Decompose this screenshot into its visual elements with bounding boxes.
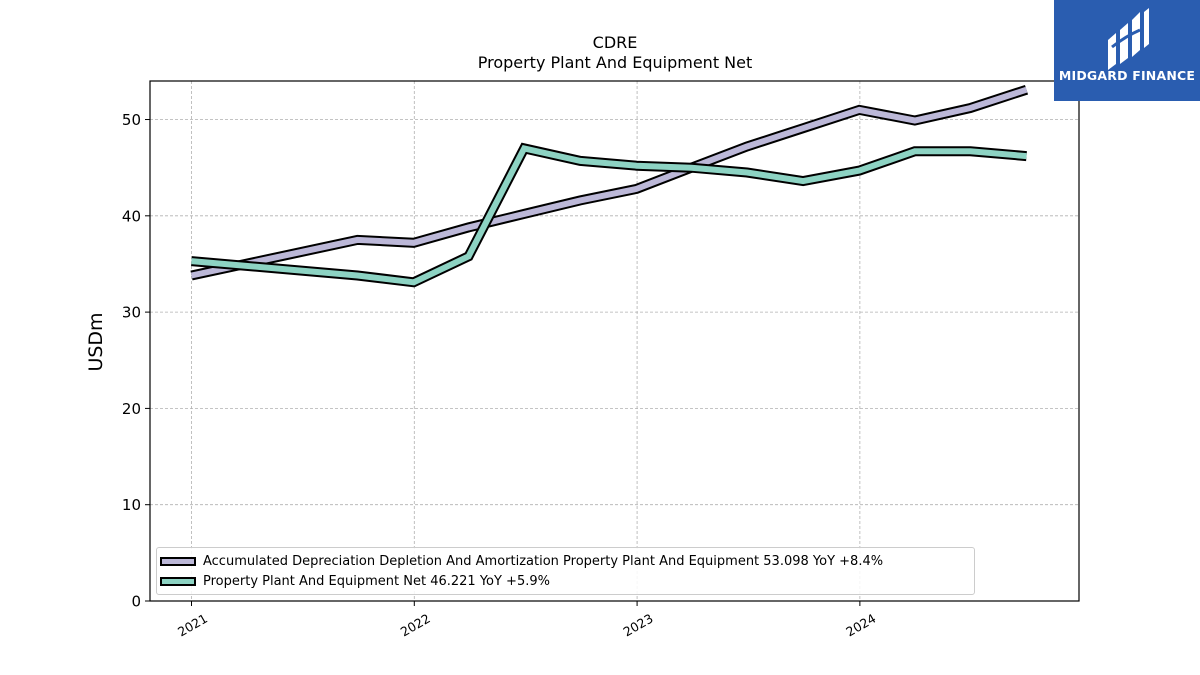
x-tick-label: 2022 xyxy=(398,611,433,640)
x-tick-label: 2023 xyxy=(621,611,656,640)
chart-subtitle: Property Plant And Equipment Net xyxy=(477,53,753,72)
y-tick-label: 50 xyxy=(122,111,141,129)
legend-swatch-ppe-net xyxy=(160,576,196,586)
x-tick-label: 2021 xyxy=(175,611,210,640)
series-outline xyxy=(191,142,1027,288)
y-tick-label: 40 xyxy=(122,207,141,225)
plot-frame xyxy=(149,80,1080,602)
series-0 xyxy=(190,84,1029,281)
legend-swatch-accumulated-depreciation xyxy=(160,556,196,566)
legend-label-ppe-net: Property Plant And Equipment Net 46.221 … xyxy=(203,573,550,589)
series-line xyxy=(190,86,1028,279)
chart-title: CDRE xyxy=(592,33,638,52)
legend-label-accumulated-depreciation: Accumulated Depreciation Depletion And A… xyxy=(203,553,884,569)
legend-item-ppe-net: Property Plant And Equipment Net 46.221 … xyxy=(157,571,550,591)
midgard-finance-logo: MIDGARD FINANCE xyxy=(1054,0,1200,101)
y-tick-label: 10 xyxy=(122,496,141,514)
y-tick-label: 30 xyxy=(122,304,141,322)
logo-text: MIDGARD FINANCE xyxy=(1058,68,1196,83)
y-axis: 0 10 20 30 40 50 xyxy=(122,111,150,611)
y-tick-label: 20 xyxy=(122,400,141,418)
logo-mark-icon xyxy=(1108,8,1149,70)
x-tick-label: 2024 xyxy=(843,611,878,640)
series-layer xyxy=(190,84,1029,288)
x-axis: 2021 2022 2023 2024 xyxy=(175,601,878,640)
series-line xyxy=(191,144,1027,286)
series-1 xyxy=(191,142,1027,288)
y-axis-label: USDm xyxy=(85,312,107,371)
y-tick-label: 0 xyxy=(131,593,141,611)
legend-item-accumulated-depreciation: Accumulated Depreciation Depletion And A… xyxy=(157,551,883,571)
legend: Accumulated Depreciation Depletion And A… xyxy=(156,547,975,595)
